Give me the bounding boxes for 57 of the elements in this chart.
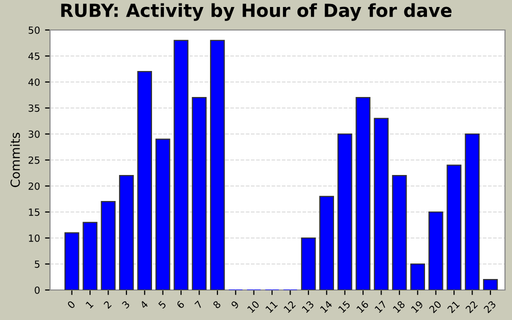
x-tick-label: 5: [158, 300, 166, 309]
x-tick-label: 9: [230, 300, 240, 309]
x-tick-label: 10: [247, 300, 260, 314]
x-tick-label: 21: [446, 300, 460, 314]
x-tick-label: 18: [392, 300, 406, 314]
bar: [119, 175, 134, 290]
bar: [155, 138, 170, 290]
x-tick-label: 2: [103, 300, 112, 309]
bar: [100, 201, 116, 290]
bar: [192, 97, 207, 290]
chart-title: RUBY: Activity by Hour of Day for dave: [61, 3, 452, 21]
y-tick-label: 40: [28, 78, 40, 86]
y-axis-title: Commits: [10, 132, 20, 188]
bar: [301, 237, 316, 290]
bar: [137, 71, 152, 290]
x-tick-label: 13: [302, 300, 314, 314]
bar: [410, 263, 426, 290]
x-tick-label: 11: [265, 300, 278, 313]
x-tick-label: 12: [283, 300, 296, 313]
bar: [210, 40, 225, 290]
bar: [483, 279, 498, 290]
bar: [464, 133, 480, 290]
x-tick-label: 15: [338, 300, 351, 314]
x-tick-label: 17: [374, 300, 387, 313]
x-tick-label: 1: [85, 300, 94, 309]
y-tick-label: 20: [28, 182, 40, 190]
x-tick-label: 4: [140, 300, 148, 309]
x-tick-label: 22: [465, 300, 478, 314]
bar: [446, 164, 462, 290]
y-tick-label: 10: [28, 234, 40, 242]
x-tick-label: 6: [176, 300, 185, 309]
y-tick-label: 50: [28, 26, 40, 34]
y-tick-label: 45: [28, 52, 40, 60]
x-tick-label: 7: [194, 300, 203, 309]
y-tick-label: 25: [28, 156, 40, 164]
y-tick-label: 30: [28, 130, 40, 138]
x-tick-label: 3: [122, 300, 130, 309]
y-tick-label: 35: [28, 104, 40, 112]
x-tick-label: 20: [428, 300, 442, 314]
bar: [64, 232, 80, 290]
x-tick-label: 14: [320, 300, 333, 313]
bar: [392, 175, 407, 290]
x-tick-label: 16: [356, 300, 369, 314]
x-tick-label: 19: [410, 300, 424, 314]
x-tick-label: 0: [66, 300, 76, 309]
bar: [82, 222, 98, 290]
bar: [337, 133, 352, 290]
x-tick-label: 23: [483, 300, 496, 314]
bar: [174, 40, 188, 290]
bar: [374, 118, 389, 290]
bar: [319, 196, 334, 290]
x-tick-label: 8: [212, 300, 222, 309]
y-tick-label: 0: [34, 286, 40, 294]
bar: [356, 97, 370, 290]
y-tick-label: 5: [34, 260, 40, 268]
y-tick-label: 15: [28, 208, 40, 216]
bar: [428, 211, 444, 290]
